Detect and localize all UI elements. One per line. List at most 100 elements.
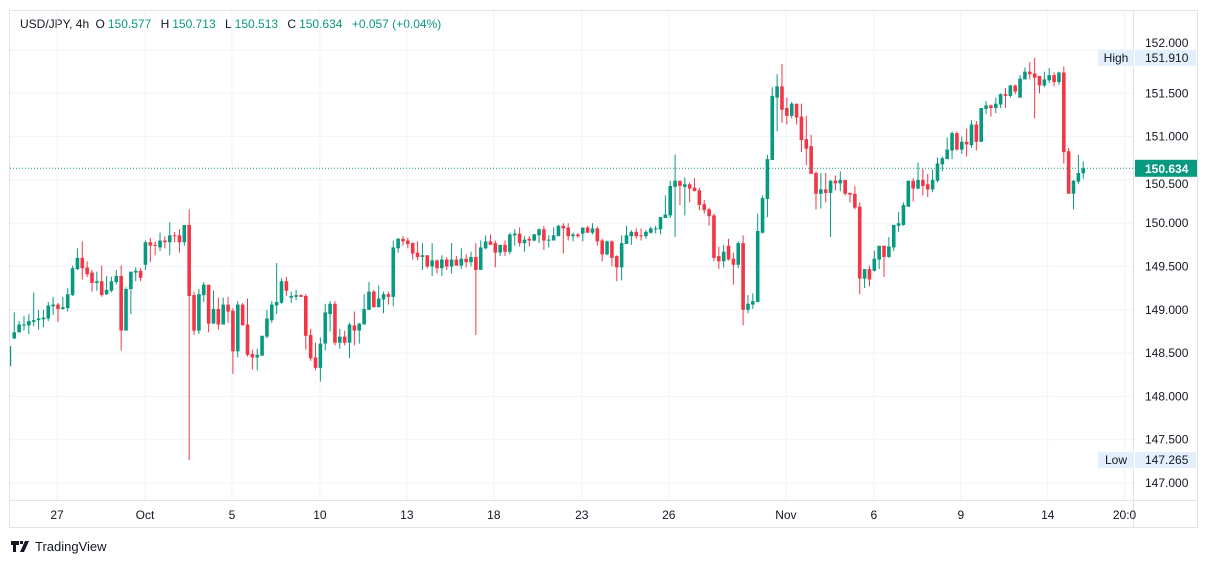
candle (401, 236, 405, 246)
candle (483, 235, 488, 250)
candle (245, 298, 250, 357)
candle (648, 226, 653, 234)
candle (517, 227, 522, 247)
candle (216, 297, 221, 330)
time-axis[interactable]: 27 Oct 5 10 13 18 23 26 Nov 6 9 14 20:0 (50, 508, 1136, 522)
candle-body (143, 242, 148, 265)
candle-body (114, 276, 119, 283)
candle (41, 309, 46, 328)
time-tick-label: 6 (870, 508, 877, 522)
candle (129, 271, 133, 315)
candle (31, 292, 36, 327)
candle (872, 250, 877, 272)
candle (644, 230, 648, 239)
candle-body (862, 269, 867, 279)
candle (177, 229, 182, 253)
candle (974, 121, 979, 151)
candle (464, 254, 468, 268)
candle (197, 289, 201, 335)
candle-body (736, 243, 741, 265)
candle (619, 235, 624, 281)
candle (1037, 75, 1042, 94)
candle (634, 228, 639, 239)
candle (906, 180, 911, 207)
candle (794, 103, 799, 125)
candle-body (930, 179, 935, 190)
tradingview-logo[interactable]: TradingView (11, 539, 107, 554)
candle (226, 296, 230, 323)
candle-body (891, 224, 896, 248)
candle (804, 115, 809, 166)
price-axis[interactable]: 147.000 147.500 148.000 148.500 149.000 149.5… (1145, 36, 1189, 490)
candle-body (269, 304, 274, 321)
candle-body (284, 281, 289, 291)
candle (775, 74, 779, 132)
candle-body (338, 336, 342, 343)
candle (1008, 84, 1013, 98)
candle-body (916, 179, 920, 189)
candle-body (678, 180, 682, 186)
candle (420, 243, 425, 270)
candle (600, 238, 604, 262)
candle-body (61, 307, 65, 309)
candle (998, 93, 1003, 109)
candles (10, 57, 1086, 461)
price-tick-label: 150.000 (1145, 216, 1189, 230)
candle (887, 237, 891, 258)
candle-body (192, 295, 196, 331)
candle (104, 276, 109, 296)
candle-body (653, 228, 658, 230)
candle-body (318, 343, 323, 368)
candle-body (731, 258, 736, 265)
candle-body (182, 224, 187, 243)
candle-body (955, 133, 959, 150)
tradingview-logo-icon (11, 541, 29, 552)
candle (240, 302, 245, 326)
candle (367, 282, 371, 310)
candle-body (386, 294, 391, 297)
candle-body (347, 324, 352, 343)
candle-body (668, 185, 673, 216)
candle-body (639, 235, 643, 237)
low-marker: Low 147.265 (1098, 452, 1196, 469)
candle-body (712, 215, 716, 258)
candle-body (819, 189, 823, 194)
candle-body (517, 233, 522, 244)
candle (1042, 71, 1047, 88)
time-tick-label: 9 (957, 508, 964, 522)
candle (235, 301, 240, 358)
candle (838, 171, 843, 192)
candle (755, 213, 760, 303)
candle-body (503, 244, 507, 252)
candle-body (804, 139, 809, 149)
candle-body (605, 241, 609, 255)
candle-body (619, 243, 624, 268)
candle-body (814, 172, 818, 194)
candle-body (950, 133, 954, 151)
candle (1057, 71, 1061, 85)
candle-body (940, 158, 945, 165)
candle-body (658, 217, 663, 230)
candle-body (843, 179, 847, 194)
candle-body (231, 310, 235, 352)
candle (668, 180, 673, 219)
candle-body (726, 245, 731, 260)
candle (1027, 62, 1032, 80)
candle (911, 178, 915, 202)
candle-body (984, 105, 988, 109)
symbol-interval[interactable]: USD/JPY, 4h (20, 17, 90, 31)
price-tick-label: 151.500 (1145, 86, 1189, 100)
candle (1003, 88, 1008, 109)
candle (114, 269, 119, 285)
candle-body (153, 244, 157, 246)
time-tick-label: 5 (229, 508, 236, 522)
candle (508, 232, 512, 255)
candle-body (294, 295, 298, 297)
candle-body (124, 289, 128, 331)
low-marker-value: 147.265 (1145, 453, 1189, 467)
candle-body (41, 317, 46, 320)
candle (736, 241, 741, 269)
candle-body (925, 184, 930, 190)
candle-body (877, 245, 881, 260)
